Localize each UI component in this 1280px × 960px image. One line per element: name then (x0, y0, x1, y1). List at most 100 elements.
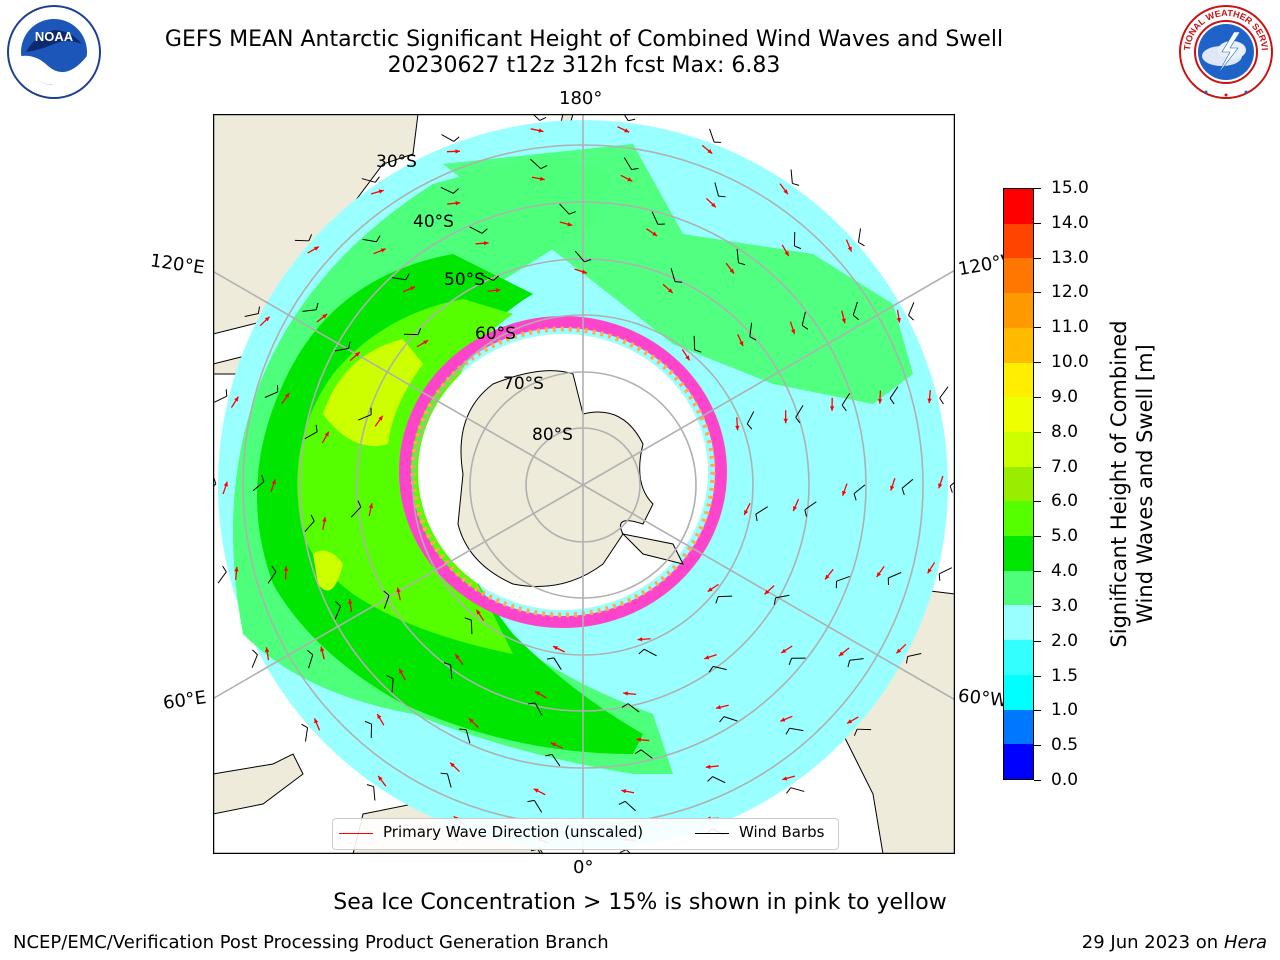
colorbar-segment (1004, 292, 1033, 328)
wave-arrowhead (455, 201, 461, 206)
wind-barb-flag (357, 500, 362, 508)
colorbar-segment (1004, 188, 1033, 224)
wind-barb-flag (364, 720, 372, 725)
longitude-line (582, 484, 955, 701)
wave-arrowhead (667, 288, 673, 294)
colorbar-tick (1034, 188, 1041, 189)
nws-logo: NATIONAL WEATHER SERVICE (1176, 4, 1273, 99)
wind-barb (939, 386, 949, 399)
colorbar-segment (1004, 396, 1033, 432)
map-frame (213, 114, 955, 854)
wave-arrowhead (623, 691, 628, 696)
map-legend: Primary Wave Direction (unscaled) Wind B… (332, 818, 839, 850)
wave-arrowhead (729, 268, 735, 274)
wind-barb (217, 571, 227, 584)
wind-barb (693, 335, 696, 350)
lon-label-120e: 120°E (148, 250, 206, 279)
wind-barb (244, 313, 259, 317)
wind-barb (267, 571, 277, 584)
wind-barb-flag (631, 167, 639, 171)
wave-arrowhead (735, 425, 740, 431)
wind-barb-flag (335, 601, 341, 607)
wind-barb-flag (794, 245, 802, 250)
wave-arrowhead (780, 717, 786, 722)
wind-barb-flag (949, 485, 953, 493)
colorbar-tick (1034, 675, 1041, 677)
wind-barb-flag (786, 787, 792, 794)
wind-barb (553, 657, 562, 670)
wind-barb (361, 178, 376, 183)
wave-arrowhead (234, 566, 239, 572)
wave-arrowhead (744, 509, 749, 515)
wave-arrowhead (410, 286, 416, 291)
wind-barb-flag (261, 474, 265, 482)
colorbar-tick-label: 3.0 (1051, 595, 1079, 616)
wind-barb-flag (222, 565, 227, 573)
wind-barb (670, 268, 676, 282)
wind-barb-flag (841, 404, 847, 412)
wind-barb-flag (443, 662, 451, 666)
wind-barb (537, 849, 542, 854)
wind-barb-flag (621, 703, 629, 708)
wind-barb-flag (619, 849, 627, 854)
wave-arrowhead (829, 406, 835, 411)
wind-barb-flag (675, 281, 683, 283)
wave-arrowhead (377, 713, 382, 719)
wind-barb-flag (257, 306, 260, 314)
wind-barb-flag (638, 648, 645, 655)
wave-arrowhead (355, 351, 360, 357)
wind-barb-flag (694, 349, 702, 353)
wave-arrowhead (535, 691, 541, 696)
wind-barb (334, 606, 341, 620)
wind-barb-flag (493, 275, 499, 281)
noaa-logo: NOAA (7, 5, 101, 99)
colorbar-segment (1004, 535, 1033, 571)
wind-barb (252, 481, 265, 492)
wind-barb-flag (715, 596, 719, 604)
lat-label-80s: 80°S (532, 425, 573, 445)
colorbar-tick (1034, 257, 1041, 259)
wind-barbs-legend-label: Wind Barbs (739, 823, 825, 841)
wind-barb (938, 567, 953, 575)
noaa-logo-text: NOAA (35, 29, 74, 44)
wind-barb (264, 391, 278, 398)
colorbar-tick-label: 9.0 (1051, 386, 1079, 407)
wave-arrowhead (283, 566, 289, 571)
wind-barb-flag (383, 590, 390, 596)
colorbar-tick (1034, 780, 1041, 781)
wind-barb (574, 250, 585, 263)
colorbar-tick (1034, 571, 1041, 573)
colorbar-tick-label: 12.0 (1051, 282, 1089, 303)
wind-barb-flag (908, 314, 914, 321)
wind-barb-flag (584, 258, 592, 263)
wind-barb-flag (545, 753, 553, 757)
wind-barb (480, 274, 494, 281)
colorbar-segment (1004, 570, 1033, 606)
wind-barb (465, 729, 471, 744)
colorbar-segment (1004, 604, 1033, 641)
wave-vectors (213, 114, 955, 854)
wave-arrowhead (533, 788, 539, 793)
colorbar-tick-label: 6.0 (1051, 491, 1079, 512)
wind-barb (712, 665, 727, 671)
wave-arrowhead (842, 490, 847, 496)
wave-arrowhead (711, 202, 716, 208)
wave-arrowhead (396, 587, 401, 593)
wave-arrowhead (450, 762, 455, 768)
wind-barb (213, 395, 228, 403)
wind-barb (841, 393, 851, 406)
colorbar-tick (1034, 396, 1041, 398)
colorbar-tick-label: 1.0 (1051, 700, 1079, 721)
colorbar-tick-label: 10.0 (1051, 352, 1089, 373)
wind-barb-flag (307, 650, 314, 656)
wind-barb (530, 158, 542, 170)
wave-arrowhead (378, 415, 383, 421)
colorbar-segment (1004, 257, 1033, 294)
wave-arrowhead (378, 189, 384, 194)
wind-barb (853, 484, 866, 495)
wave-arrowhead (896, 317, 901, 323)
ocean-6m-band-small (313, 550, 343, 591)
wave-arrowhead (320, 646, 325, 652)
wind-barb (624, 800, 636, 812)
wave-arrowhead (581, 269, 587, 274)
